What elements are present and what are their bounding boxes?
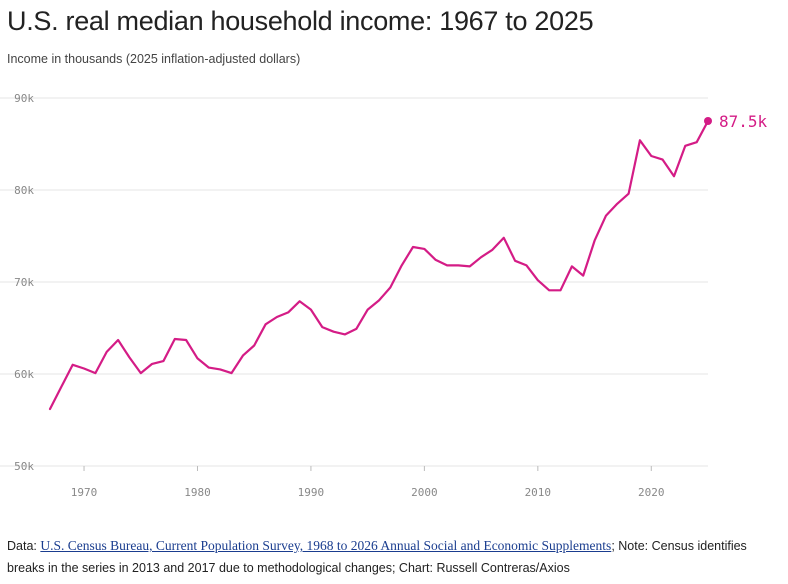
y-tick-label: 60k xyxy=(14,368,34,381)
x-tick-label: 2020 xyxy=(638,486,665,499)
x-tick-label: 2010 xyxy=(525,486,552,499)
y-tick-label: 80k xyxy=(14,184,34,197)
chart-subtitle: Income in thousands (2025 inflation-adju… xyxy=(7,52,301,66)
footer-note-text: ; Note: Census identifies breaks in the … xyxy=(7,539,747,575)
y-axis: 50k 60k 70k 80k 90k xyxy=(14,92,34,473)
gridlines xyxy=(0,97,708,467)
end-value-label: 87.5k xyxy=(719,112,768,131)
x-axis: 1970 1980 1990 2000 2010 2020 xyxy=(71,466,665,499)
y-tick-label: 70k xyxy=(14,276,34,289)
y-tick-label: 50k xyxy=(14,460,34,473)
data-prefix: Data: xyxy=(7,539,41,553)
chart-title: U.S. real median household income: 1967 … xyxy=(7,6,594,36)
x-tick-label: 1980 xyxy=(184,486,211,499)
series-line xyxy=(48,119,710,411)
x-tick-label: 1970 xyxy=(71,486,98,499)
x-tick-label: 2000 xyxy=(411,486,438,499)
line-chart: 50k 60k 70k 80k 90k 1970 1980 1990 2000 2010 2020… xyxy=(0,92,768,499)
x-tick-label: 1990 xyxy=(298,486,325,499)
end-point xyxy=(704,117,712,125)
y-tick-label: 90k xyxy=(14,92,34,105)
footer-note: Data: U.S. Census Bureau, Current Popula… xyxy=(7,535,782,579)
source-link[interactable]: U.S. Census Bureau, Current Population S… xyxy=(40,538,612,553)
